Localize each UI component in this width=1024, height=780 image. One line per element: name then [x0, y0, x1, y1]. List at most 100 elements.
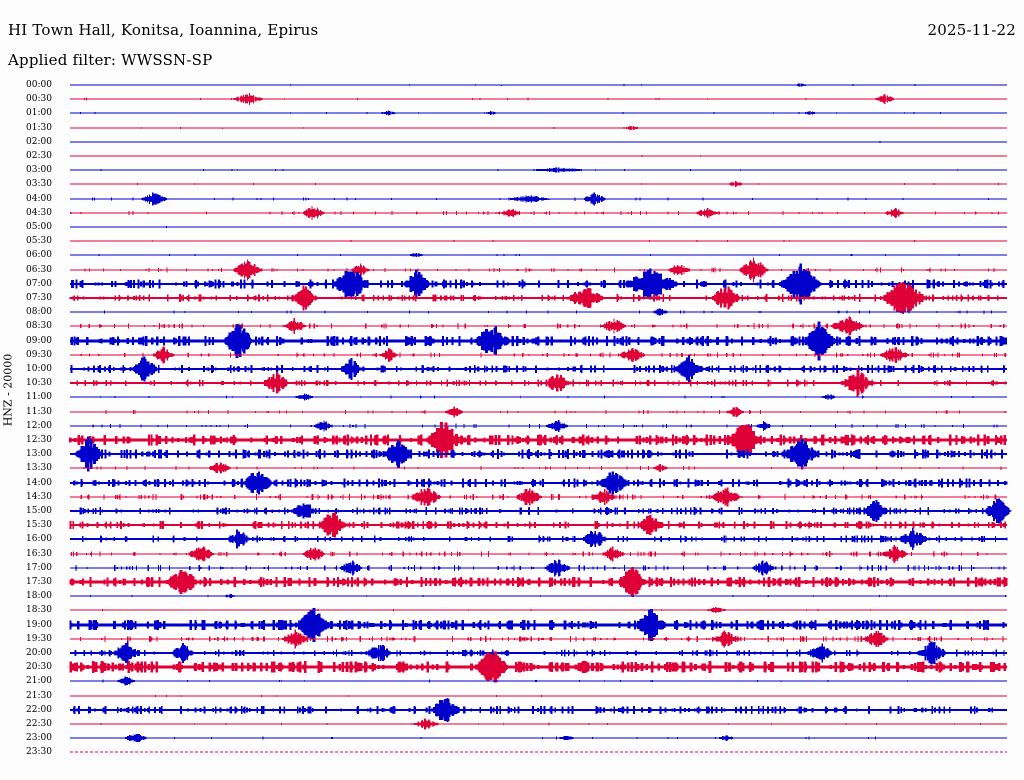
- helicorder-row: 10:00: [0, 355, 1024, 383]
- helicorder-row: 16:00: [0, 528, 1024, 551]
- seismic-trace: [70, 78, 1007, 92]
- helicorder-row: 21:30: [0, 689, 1024, 703]
- row-time-label: 03:30: [26, 179, 52, 190]
- row-time-label: 13:30: [26, 463, 52, 474]
- helicorder-row: 22:00: [0, 697, 1024, 722]
- seismic-trace: [70, 149, 1007, 163]
- seismic-trace: [70, 192, 1007, 206]
- row-time-label: 02:30: [26, 151, 52, 161]
- helicorder-row: 08:00: [0, 305, 1024, 319]
- seismic-trace: [70, 498, 1012, 524]
- helicorder-row: 09:00: [0, 321, 1024, 360]
- row-time-label: 16:30: [26, 548, 52, 559]
- seismic-trace: [70, 234, 1007, 248]
- helicorder-row: 02:30: [0, 149, 1024, 163]
- row-time-label: 23:00: [26, 733, 52, 744]
- row-time-label: 13:00: [26, 449, 52, 460]
- helicorder-row: 18:30: [0, 603, 1024, 617]
- helicorder-row: 07:00: [0, 263, 1024, 305]
- row-time-label: 15:00: [26, 506, 52, 516]
- row-time-label: 14:30: [26, 491, 52, 502]
- seismic-trace: [70, 92, 1007, 106]
- row-time-label: 08:30: [26, 321, 52, 332]
- helicorder-row: 09:30: [0, 346, 1024, 364]
- helicorder-row: 23:30: [0, 745, 1024, 759]
- row-time-label: 03:00: [26, 165, 52, 176]
- helicorder-row: 12:30: [0, 422, 1024, 458]
- helicorder-row: 11:30: [0, 405, 1024, 419]
- row-time-label: 12:00: [26, 420, 52, 431]
- helicorder-row: 07:30: [0, 282, 1024, 314]
- helicorder-row: 13:00: [0, 436, 1024, 472]
- helicorder-row: 00:30: [0, 92, 1024, 106]
- seismic-trace: [70, 177, 1007, 191]
- helicorder-row: 15:30: [0, 512, 1024, 538]
- helicorder-row: 15:00: [0, 498, 1024, 524]
- helicorder-row: 06:30: [0, 257, 1024, 283]
- seismic-trace: [70, 316, 1007, 336]
- row-time-label: 00:30: [26, 94, 52, 105]
- seismic-trace: [69, 512, 1007, 538]
- seismic-trace: [70, 355, 1007, 383]
- seismic-trace: [70, 405, 1007, 419]
- row-time-label: 06:30: [26, 264, 52, 275]
- row-time-label: 19:30: [26, 633, 52, 644]
- helicorder-row: 22:30: [0, 717, 1024, 731]
- seismic-trace: [70, 603, 1007, 617]
- helicorder-row: 14:00: [0, 471, 1024, 495]
- row-time-label: 07:30: [26, 293, 52, 303]
- helicorder-row: 04:00: [0, 192, 1024, 206]
- row-time-label: 19:00: [26, 619, 52, 630]
- seismic-trace: [70, 528, 1008, 551]
- helicorder-row: 17:30: [0, 566, 1024, 598]
- row-time-label: 20:00: [26, 648, 52, 658]
- row-time-label: 11:00: [26, 392, 52, 403]
- helicorder-row: 19:30: [0, 629, 1024, 649]
- helicorder-row: 04:30: [0, 205, 1024, 221]
- row-time-label: 14:00: [26, 477, 52, 488]
- helicorder-row: 10:30: [0, 369, 1024, 398]
- seismic-trace: [70, 461, 1007, 475]
- helicorder-row: 01:00: [0, 106, 1024, 120]
- helicorder-row: 03:30: [0, 177, 1024, 191]
- row-time-label: 00:00: [26, 80, 52, 90]
- seismic-trace: [70, 220, 1007, 234]
- page-title: HI Town Hall, Konitsa, Ioannina, Epirus: [8, 21, 319, 39]
- helicorder-row: 08:30: [0, 316, 1024, 336]
- row-time-label: 01:00: [26, 108, 52, 119]
- helicorder-row: 00:00: [0, 78, 1024, 92]
- row-time-label: 04:00: [26, 193, 52, 204]
- row-time-label: 18:30: [26, 605, 52, 616]
- row-time-label: 17:00: [26, 562, 52, 573]
- helicorder-row: 21:00: [0, 674, 1024, 688]
- row-time-label: 09:00: [26, 335, 52, 346]
- row-time-label: 10:00: [26, 364, 52, 374]
- helicorder-row: 23:00: [0, 731, 1024, 745]
- seismic-trace: [70, 436, 1007, 472]
- seismic-trace: [70, 369, 1007, 398]
- row-time-label: 07:00: [26, 278, 52, 289]
- row-time-label: 08:00: [26, 307, 52, 318]
- helicorder-row: 14:30: [0, 487, 1024, 507]
- seismic-trace: [70, 346, 1007, 364]
- row-time-label: 01:30: [26, 122, 52, 133]
- row-time-label: 06:00: [26, 250, 52, 261]
- row-time-label: 16:00: [26, 534, 52, 545]
- seismic-trace: [70, 121, 1007, 135]
- seismic-trace: [69, 205, 1007, 221]
- row-time-label: 09:30: [26, 349, 52, 360]
- row-time-label: 21:30: [26, 690, 52, 701]
- helicorder-row: 20:00: [0, 641, 1024, 665]
- seismic-trace: [70, 471, 1008, 495]
- row-time-label: 05:00: [26, 222, 52, 232]
- seismic-trace: [69, 282, 1007, 314]
- row-time-label: 02:00: [26, 136, 52, 147]
- seismic-trace: [70, 248, 1007, 262]
- seismic-trace: [70, 641, 1007, 665]
- helicorder-row: 06:00: [0, 248, 1024, 262]
- row-time-label: 20:30: [26, 662, 52, 673]
- seismic-trace: [69, 422, 1007, 458]
- seismic-trace: [70, 263, 1007, 305]
- seismic-trace: [70, 390, 1007, 404]
- seismic-trace: [70, 305, 1007, 319]
